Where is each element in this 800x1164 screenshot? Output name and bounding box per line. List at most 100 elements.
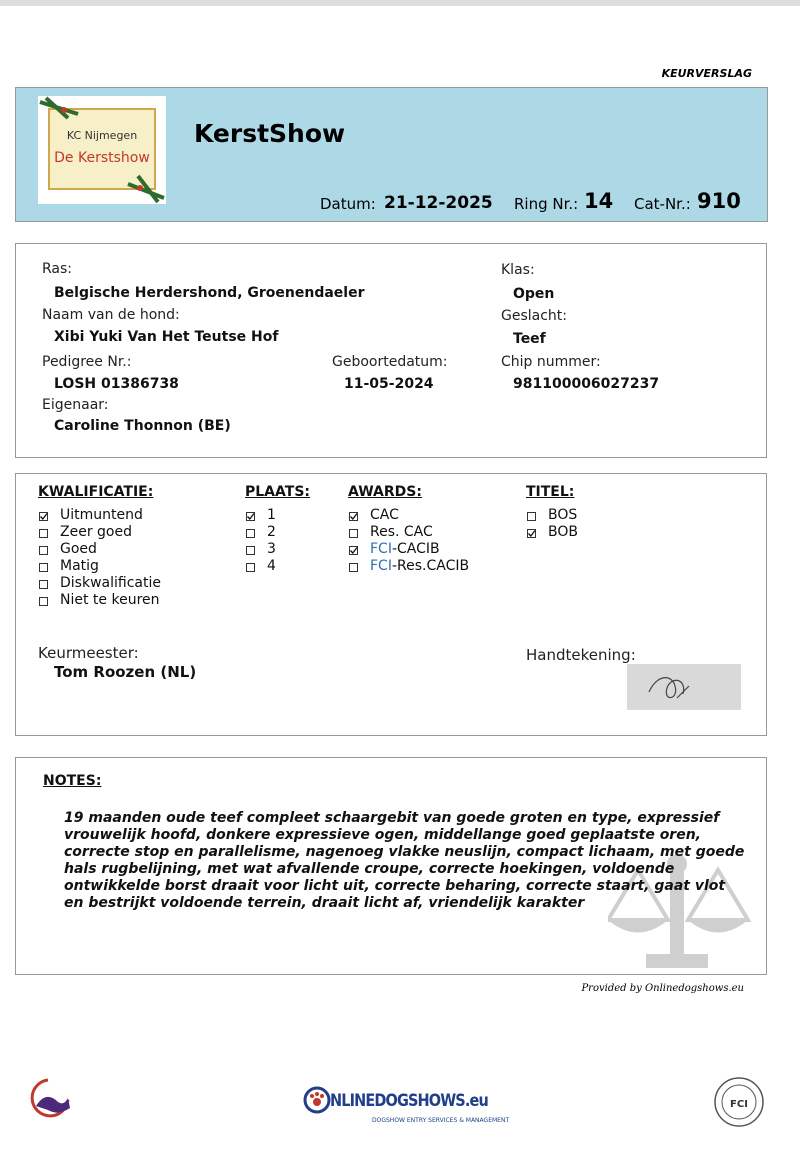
checkbox bbox=[527, 529, 536, 538]
item-label: BOB bbox=[548, 524, 578, 540]
logo-line1: KC Nijmegen bbox=[66, 129, 138, 142]
item: Matig bbox=[60, 558, 99, 574]
checkbox bbox=[349, 529, 358, 538]
brand-paw bbox=[303, 1086, 331, 1114]
note-line: vrouwelijk hoofd, donkere expressieve og… bbox=[64, 827, 701, 843]
checkbox bbox=[39, 529, 48, 538]
field-label: Ras: bbox=[42, 261, 73, 277]
doc-type: KEURVERSLAG bbox=[661, 67, 752, 80]
item: 3 bbox=[267, 541, 276, 557]
item: CAC bbox=[370, 507, 399, 523]
item: BOB bbox=[548, 524, 578, 540]
column-heading: TITEL: bbox=[526, 484, 575, 500]
field-value: 981100006027237 bbox=[513, 376, 660, 392]
notes-box bbox=[15, 757, 767, 975]
field-label: Geboortedatum: bbox=[332, 354, 448, 370]
checkbox bbox=[39, 546, 48, 555]
item: 4 bbox=[267, 558, 276, 574]
fci-text: FCI bbox=[730, 1099, 748, 1110]
note-line: en bestrijkt voldoende terrein, draait l… bbox=[64, 895, 585, 911]
field-value: Belgische Herdershond, Groenendaeler bbox=[54, 285, 365, 301]
logo-line2: De Kerstshow bbox=[54, 150, 150, 166]
note-line: 19 maanden oude teef compleet schaargebi… bbox=[64, 810, 720, 826]
signature-label: Handtekening: bbox=[526, 646, 636, 664]
item-label: Niet te keuren bbox=[60, 592, 160, 608]
field-label: Pedigree Nr.: bbox=[42, 354, 132, 370]
brand: NLINEDOGSHOWS.eu bbox=[330, 1091, 489, 1111]
checkbox bbox=[246, 529, 255, 538]
checkbox bbox=[246, 512, 255, 521]
notes-heading: NOTES: bbox=[43, 773, 102, 789]
check bbox=[247, 513, 255, 521]
item-label: Goed bbox=[60, 541, 97, 557]
item-label: 3 bbox=[267, 541, 276, 557]
item-prefix: FCI bbox=[370, 541, 392, 557]
note-line: correcte stop en parallelisme, nagenoeg … bbox=[64, 844, 745, 860]
item-prefix: FCI bbox=[370, 558, 392, 574]
checkbox bbox=[39, 512, 48, 521]
checkbox bbox=[527, 512, 536, 521]
ring-label: Ring Nr.: bbox=[514, 195, 579, 213]
field-value: 11-05-2024 bbox=[344, 376, 434, 392]
field-label: Geslacht: bbox=[501, 308, 568, 324]
checkbox bbox=[39, 580, 48, 589]
field-label: Klas: bbox=[501, 262, 535, 278]
left-logo bbox=[30, 1078, 70, 1118]
item: Uitmuntend bbox=[60, 507, 143, 523]
logo-frame bbox=[48, 108, 156, 190]
item-label: 1 bbox=[267, 507, 276, 523]
item-label: -CACIB bbox=[391, 541, 440, 557]
field-value: Teef bbox=[513, 331, 546, 347]
checkbox bbox=[349, 563, 358, 572]
check bbox=[350, 547, 358, 555]
scales-watermark bbox=[608, 854, 752, 968]
item-label: Uitmuntend bbox=[60, 507, 143, 523]
field-value: LOSH 01386738 bbox=[54, 376, 179, 392]
checkbox bbox=[246, 546, 255, 555]
note-line: ontwikkelde borst draait voor licht uit,… bbox=[64, 878, 726, 894]
item-label: -Res.CACIB bbox=[391, 558, 470, 574]
field-label: Chip nummer: bbox=[501, 354, 601, 370]
item-label: CAC bbox=[370, 507, 399, 523]
column-heading: PLAATS: bbox=[245, 484, 310, 500]
item-label: Matig bbox=[60, 558, 99, 574]
checkbox bbox=[39, 597, 48, 606]
ring: 14 bbox=[584, 189, 614, 213]
item-label: Zeer goed bbox=[60, 524, 132, 540]
item: Goed bbox=[60, 541, 97, 557]
field-value: Caroline Thonnon (BE) bbox=[54, 418, 231, 434]
field-label: Eigenaar: bbox=[42, 397, 109, 413]
column-heading: AWARDS: bbox=[348, 484, 422, 500]
item: FCI-CACIB bbox=[370, 541, 440, 557]
logo: KC Nijmegen De Kerstshow bbox=[38, 96, 166, 204]
field-value: Xibi Yuki Van Het Teutse Hof bbox=[54, 329, 279, 345]
item-label: Res. CAC bbox=[370, 524, 433, 540]
cat-label: Cat-Nr.: bbox=[634, 195, 691, 213]
item: Zeer goed bbox=[60, 524, 132, 540]
dog-box bbox=[15, 243, 767, 458]
date: 21-12-2025 bbox=[384, 193, 493, 213]
item: Niet te keuren bbox=[60, 592, 160, 608]
item: Diskwalificatie bbox=[60, 575, 161, 591]
top-bar bbox=[0, 0, 800, 6]
item: FCI-Res.CACIB bbox=[370, 558, 469, 574]
item-label: 2 bbox=[267, 524, 276, 540]
check bbox=[40, 513, 48, 521]
item: Res. CAC bbox=[370, 524, 433, 540]
check bbox=[350, 513, 358, 521]
logo-decor bbox=[39, 96, 165, 204]
date-label: Datum: bbox=[320, 195, 376, 213]
item-label: Diskwalificatie bbox=[60, 575, 161, 591]
show-title: KerstShow bbox=[194, 119, 346, 148]
checkbox bbox=[246, 563, 255, 572]
field-label: Naam van de hond: bbox=[42, 307, 180, 323]
item: 1 bbox=[267, 507, 276, 523]
note-line: hals rugbelijning, met wat afvallende cr… bbox=[64, 861, 675, 877]
item: BOS bbox=[548, 507, 577, 523]
provided-by: Provided by Onlinedogshows.eu bbox=[581, 983, 744, 994]
cat: 910 bbox=[697, 189, 741, 213]
field-value: Open bbox=[513, 286, 555, 302]
brand-tagline: DOGSHOW ENTRY SERVICES & MANAGEMENT bbox=[372, 1117, 510, 1124]
checkbox bbox=[349, 512, 358, 521]
